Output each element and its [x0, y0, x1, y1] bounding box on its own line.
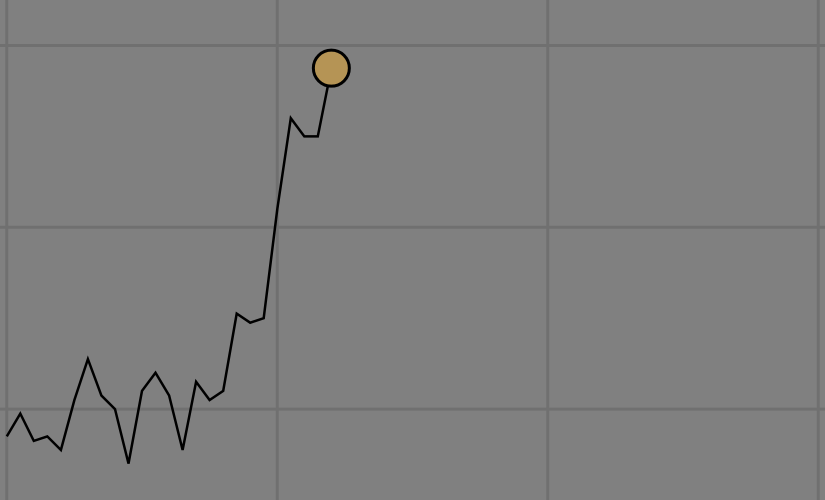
- marker-layer: [311, 48, 351, 88]
- series-layer: [5, 67, 333, 464]
- last-point-marker: [311, 48, 351, 88]
- series-line: [5, 67, 333, 464]
